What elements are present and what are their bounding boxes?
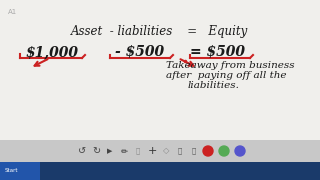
Text: ✋: ✋ bbox=[178, 148, 182, 154]
Circle shape bbox=[203, 146, 213, 156]
Bar bbox=[0, 0, 320, 145]
Text: - $500: - $500 bbox=[116, 45, 164, 59]
Text: Asset  - liabilities    =   Equity: Asset - liabilities = Equity bbox=[71, 26, 249, 39]
Text: A1: A1 bbox=[8, 9, 17, 15]
Text: $1,000: $1,000 bbox=[26, 45, 78, 59]
Text: liabilities.: liabilities. bbox=[187, 82, 239, 91]
Circle shape bbox=[235, 146, 245, 156]
Bar bbox=[0, 140, 320, 162]
Bar bbox=[0, 162, 40, 180]
Text: Takeaway from business: Takeaway from business bbox=[166, 62, 294, 71]
Text: ↺: ↺ bbox=[78, 146, 86, 156]
Text: after  paying off all the: after paying off all the bbox=[166, 71, 286, 80]
Text: = $500: = $500 bbox=[190, 45, 245, 59]
Text: +: + bbox=[147, 146, 157, 156]
Circle shape bbox=[219, 146, 229, 156]
Text: ↻: ↻ bbox=[92, 146, 100, 156]
Bar bbox=[0, 162, 320, 180]
Text: Start: Start bbox=[5, 168, 19, 174]
Text: ◇: ◇ bbox=[163, 147, 169, 156]
Text: 🖼: 🖼 bbox=[192, 148, 196, 154]
Text: ✏: ✏ bbox=[121, 147, 127, 156]
Text: ⬛: ⬛ bbox=[136, 148, 140, 154]
Text: ▶: ▶ bbox=[107, 148, 113, 154]
